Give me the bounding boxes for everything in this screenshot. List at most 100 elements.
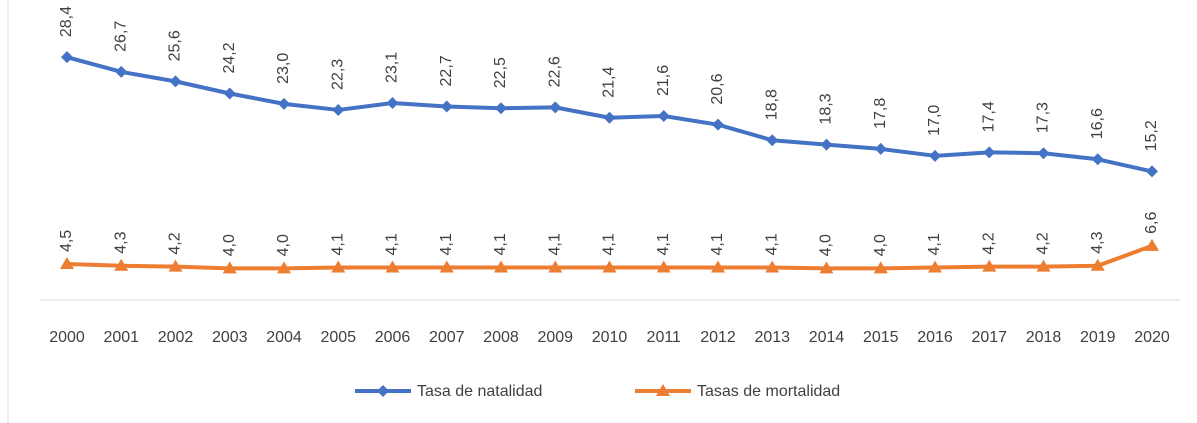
- point: [1037, 147, 1050, 160]
- x-tick-label: 2019: [1080, 329, 1116, 346]
- data-label: 4,1: [384, 233, 401, 255]
- data-label: 16,6: [1089, 108, 1106, 139]
- point: [115, 65, 128, 78]
- point: [873, 261, 888, 274]
- data-label: 4,3: [112, 231, 129, 253]
- point: [386, 97, 399, 110]
- x-tick-label: 2008: [483, 329, 519, 346]
- data-label: 17,3: [1035, 102, 1052, 133]
- data-label: 4,1: [763, 233, 780, 255]
- point: [494, 260, 508, 273]
- x-tick-label: 2001: [103, 329, 139, 346]
- data-label: 21,6: [655, 65, 672, 96]
- point: [548, 260, 563, 273]
- x-tick-label: 2007: [429, 329, 465, 346]
- data-label: 26,7: [112, 21, 129, 52]
- data-label: 4,1: [926, 233, 943, 255]
- x-tick-label: 2018: [1026, 329, 1062, 346]
- data-label: 21,4: [601, 66, 618, 97]
- point: [222, 261, 237, 274]
- x-tick-label: 2009: [537, 329, 573, 346]
- data-label: 24,2: [221, 42, 238, 73]
- data-label: 4,1: [601, 233, 618, 255]
- point: [711, 260, 725, 273]
- data-label: 4,1: [329, 233, 346, 255]
- x-tick-label: 2015: [863, 329, 899, 346]
- point: [331, 260, 346, 273]
- x-tick-label: 2011: [647, 329, 682, 346]
- data-label: 4,3: [1089, 231, 1106, 253]
- data-label: 22,5: [492, 57, 509, 88]
- x-tick-label: 2010: [592, 329, 628, 346]
- point: [495, 102, 507, 115]
- data-label: 4,2: [1035, 232, 1052, 254]
- data-label: 23,0: [275, 53, 292, 84]
- legend-label: Tasa de natalidad: [417, 383, 542, 400]
- point: [385, 260, 400, 273]
- point: [603, 111, 616, 124]
- data-label: 17,4: [980, 101, 997, 132]
- point: [819, 261, 834, 274]
- point: [1091, 153, 1104, 166]
- point: [712, 118, 724, 131]
- data-label: 25,6: [167, 30, 184, 61]
- data-label: 4,0: [221, 234, 238, 256]
- data-label: 17,8: [872, 98, 889, 129]
- point: [656, 260, 671, 273]
- point: [1145, 238, 1159, 251]
- legend-label: Tasas de mortalidad: [697, 383, 840, 400]
- x-tick-label: 2004: [266, 329, 302, 346]
- data-label: 4,0: [818, 234, 835, 256]
- data-label: 22,3: [329, 59, 346, 90]
- point: [1036, 259, 1051, 272]
- point: [440, 100, 453, 113]
- legend-marker: [377, 385, 389, 397]
- point: [766, 134, 779, 147]
- data-label: 4,0: [872, 234, 889, 256]
- point: [278, 97, 290, 110]
- data-label: 4,1: [546, 233, 563, 255]
- data-label: 22,6: [546, 56, 563, 87]
- point: [223, 87, 236, 100]
- x-tick-label: 2017: [971, 329, 1007, 346]
- data-label: 18,8: [763, 89, 780, 120]
- x-tick-label: 2002: [158, 329, 194, 346]
- x-tick-label: 2000: [49, 329, 85, 346]
- data-label: 28,4: [58, 6, 75, 37]
- x-tick-label: 2003: [212, 329, 248, 346]
- data-label: 17,0: [926, 105, 943, 136]
- point: [983, 146, 996, 159]
- point: [277, 261, 291, 274]
- point: [332, 103, 345, 116]
- data-label: 6,6: [1143, 212, 1160, 234]
- point: [168, 259, 183, 272]
- point: [928, 260, 942, 273]
- data-label: 4,2: [980, 232, 997, 254]
- point: [982, 259, 997, 272]
- data-label: 4,0: [275, 234, 292, 256]
- point: [1090, 258, 1105, 271]
- data-label: 23,1: [384, 52, 401, 83]
- data-label: 4,5: [58, 230, 75, 252]
- point: [114, 258, 129, 271]
- data-label: 22,7: [438, 55, 455, 86]
- x-tick-label: 2012: [700, 329, 736, 346]
- point: [602, 260, 617, 273]
- x-tick-label: 2005: [320, 329, 356, 346]
- x-tick-label: 2013: [754, 329, 790, 346]
- point: [1146, 165, 1158, 178]
- point: [60, 257, 74, 270]
- point: [61, 51, 73, 64]
- data-label: 4,1: [655, 233, 672, 255]
- point: [874, 142, 887, 155]
- point: [549, 101, 562, 114]
- point: [929, 149, 941, 162]
- data-label: 4,1: [492, 233, 509, 255]
- point: [820, 138, 833, 151]
- x-tick-label: 2016: [917, 329, 953, 346]
- x-tick-label: 2014: [809, 329, 845, 346]
- point: [439, 260, 454, 273]
- data-label: 15,2: [1143, 120, 1160, 151]
- data-label: 18,3: [818, 93, 835, 124]
